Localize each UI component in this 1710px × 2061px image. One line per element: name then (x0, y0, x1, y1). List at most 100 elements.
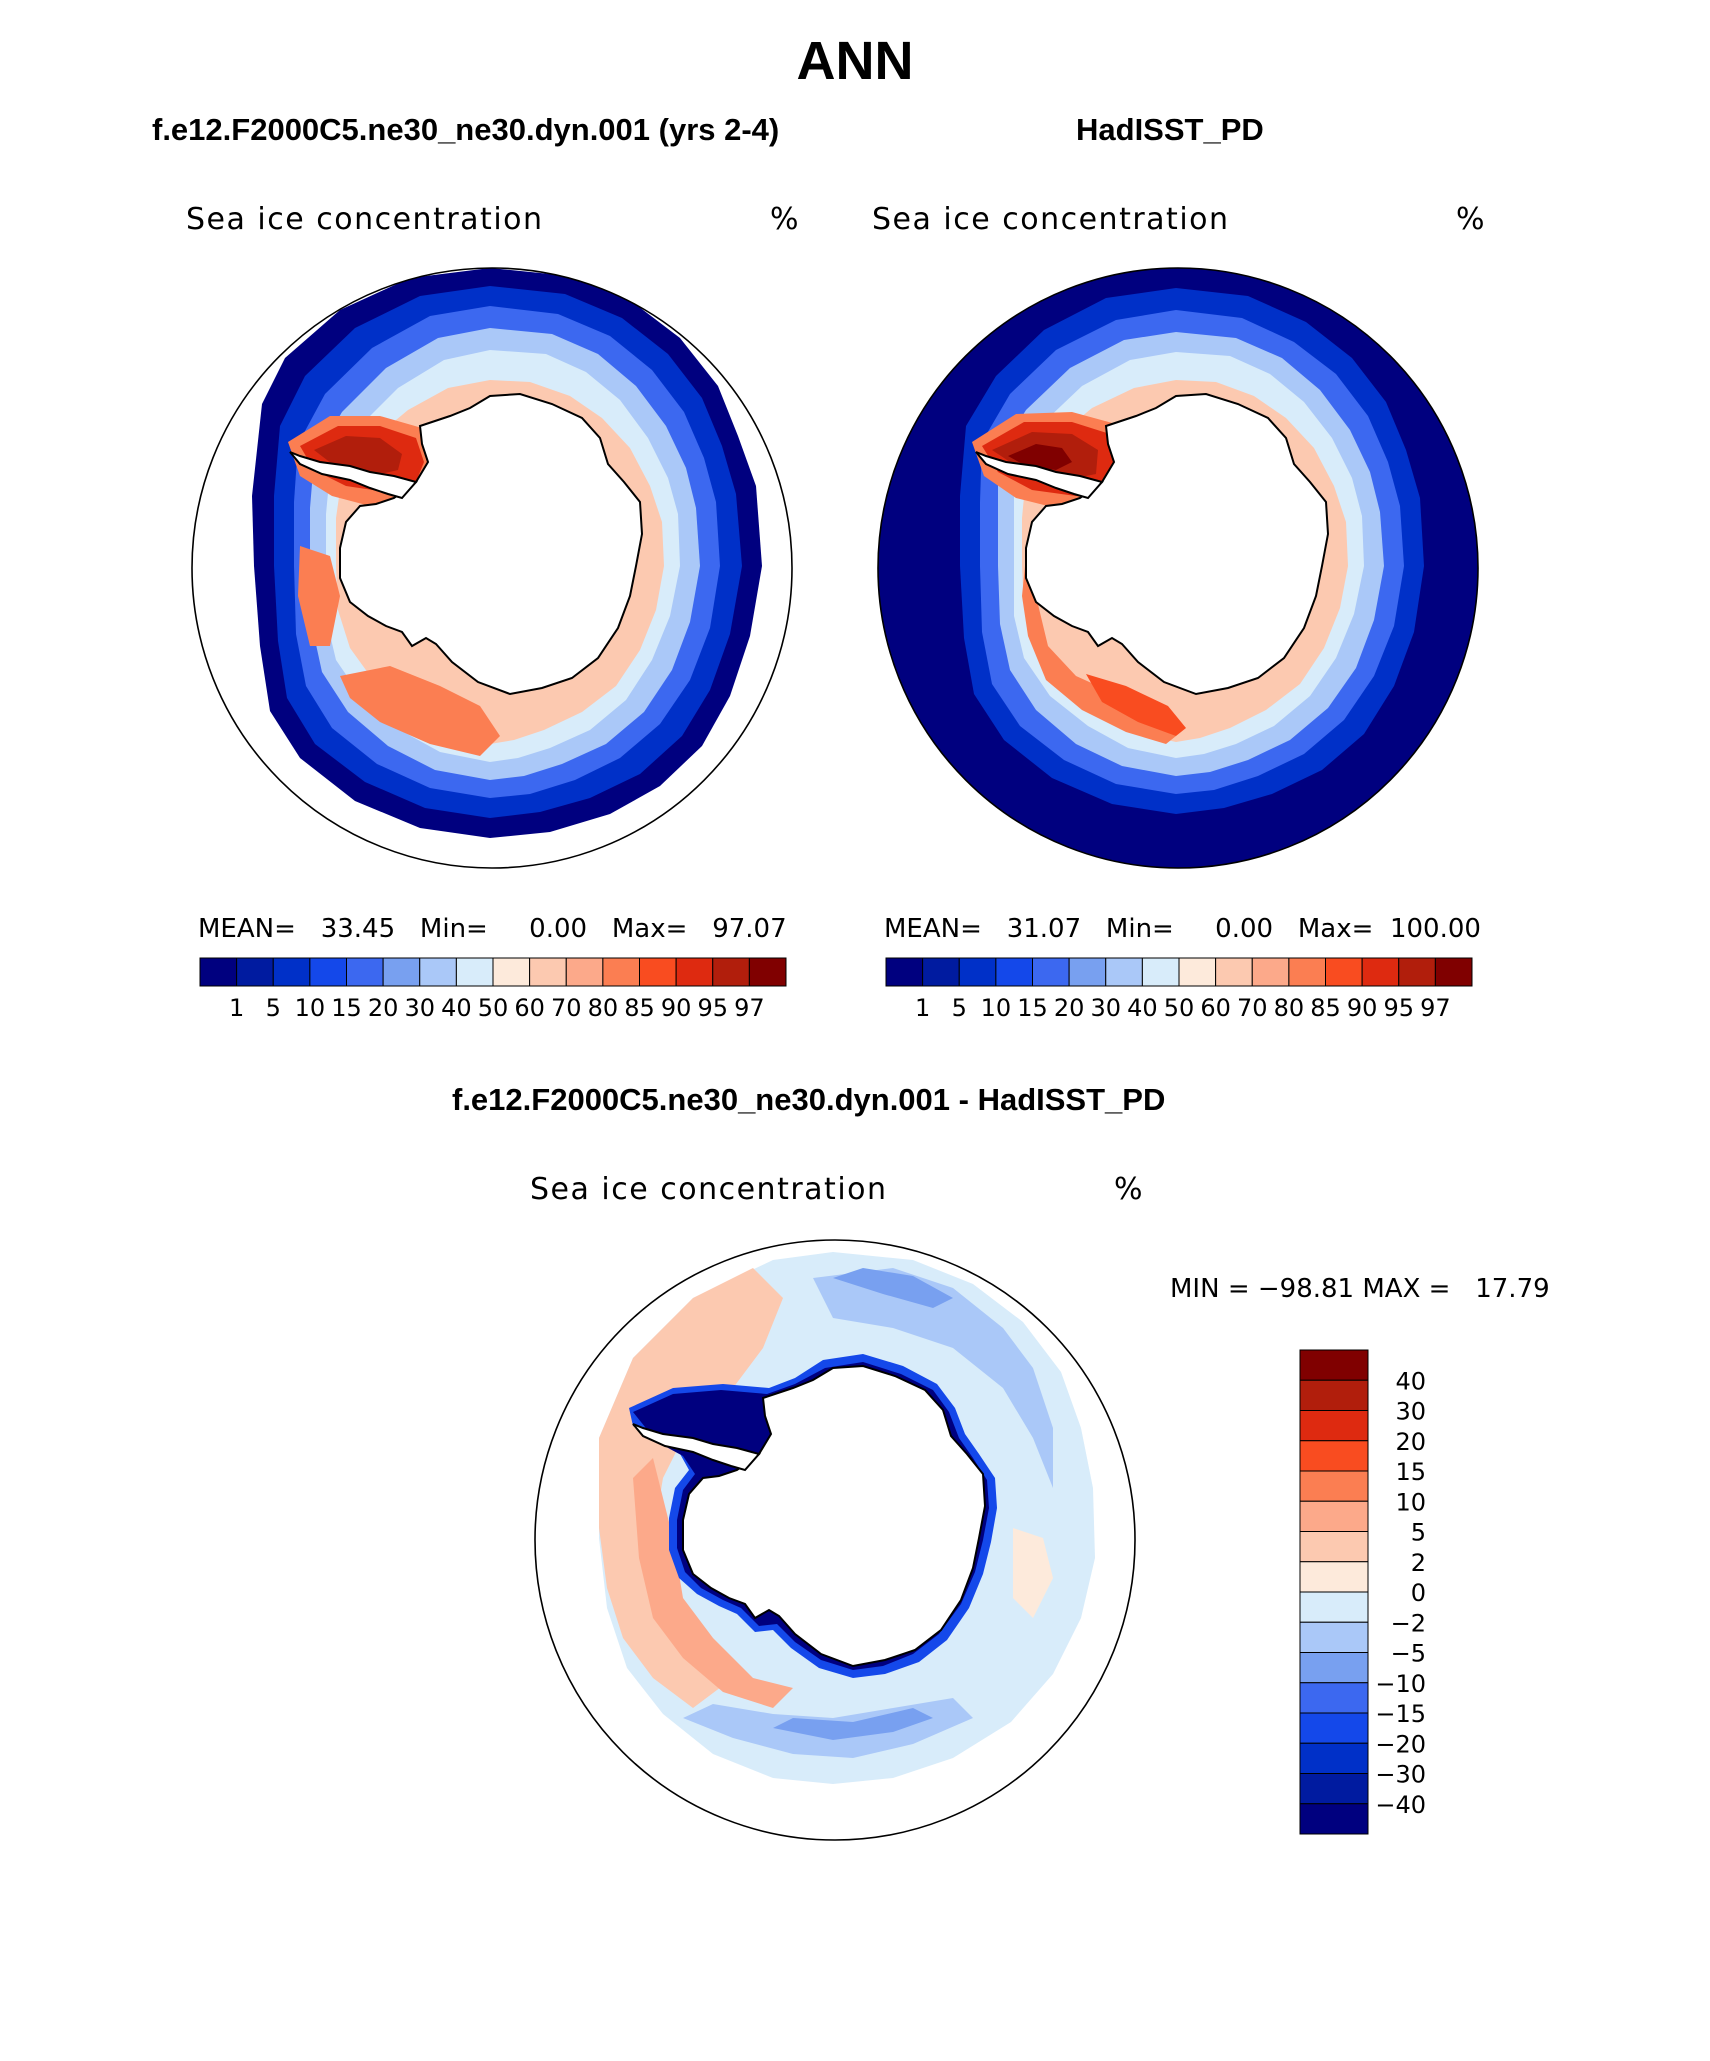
model-colorbar-swatch (272, 957, 311, 987)
model-colorbar-swatch (455, 957, 494, 987)
model-colorbar-swatch (492, 957, 531, 987)
obs-colorbar-label: 15 (1017, 994, 1048, 1022)
obs-stats: MEAN= 31.07 Min= 0.00 Max= 100.00 (884, 914, 1481, 944)
diff-colorbar-label: −10 (1375, 1670, 1426, 1698)
model-colorbar-swatch (712, 957, 750, 987)
model-colorbar-label: 70 (551, 994, 582, 1022)
diff-colorbar-swatch (1299, 1440, 1369, 1472)
model-colorbar-label: 97 (734, 994, 765, 1022)
obs-polar-map (877, 267, 1479, 869)
obs-colorbar-label: 50 (1164, 994, 1195, 1022)
model-colorbar-swatch (419, 957, 457, 987)
obs-colorbar-swatch (995, 957, 1033, 987)
model-colorbar-label: 30 (404, 994, 435, 1022)
obs-colorbar-label: 10 (981, 994, 1012, 1022)
model-stats: MEAN= 33.45 Min= 0.00 Max= 97.07 (198, 914, 787, 944)
diff-colorbar-label: 5 (1411, 1519, 1426, 1547)
diff-colorbar-swatch (1299, 1531, 1369, 1563)
obs-colorbar-label: 5 (952, 994, 967, 1022)
diff-colorbar-swatch (1299, 1621, 1369, 1653)
obs-panel-title: HadISST_PD (1076, 112, 1264, 147)
model-colorbar-swatch (602, 957, 640, 987)
obs-colorbar-swatch (1288, 957, 1326, 987)
diff-colorbar-swatch (1299, 1561, 1369, 1593)
diff-variable-label: Sea ice concentration (530, 1172, 888, 1207)
model-colorbar-label: 1 (229, 994, 244, 1022)
diff-colorbar-label: 0 (1411, 1579, 1426, 1607)
model-colorbar-swatch (565, 957, 604, 987)
model-colorbar-swatch (639, 957, 677, 987)
obs-colorbar-swatch (1068, 957, 1107, 987)
model-colorbar-label: 50 (478, 994, 509, 1022)
obs-colorbar-swatch (1105, 957, 1143, 987)
diff-colorbar-label: 10 (1395, 1488, 1426, 1516)
obs-colorbar-label: 95 (1383, 994, 1414, 1022)
model-colorbar-label: 20 (368, 994, 399, 1022)
obs-colorbar-swatch (1215, 957, 1253, 987)
obs-colorbar-label: 80 (1274, 994, 1305, 1022)
obs-colorbar-swatch (1178, 957, 1217, 987)
model-colorbar-swatch (382, 957, 421, 987)
diff-colorbar-swatch (1299, 1410, 1369, 1442)
diff-colorbar-label: −30 (1375, 1761, 1426, 1789)
model-colorbar-swatch (309, 957, 347, 987)
diff-colorbar-swatch (1299, 1682, 1369, 1714)
diff-colorbar-swatch (1299, 1470, 1369, 1502)
diff-minmax: MIN = −98.81 MAX = 17.79 (1170, 1274, 1550, 1304)
model-colorbar: 1 5 10 15 20 30 40 50 60 70 80 85 90 95 97 (199, 957, 787, 1022)
obs-colorbar-swatch (958, 957, 997, 987)
diff-colorbar-label: 40 (1395, 1367, 1426, 1395)
diff-colorbar-swatch (1299, 1500, 1369, 1532)
diff-colorbar-label: 20 (1395, 1428, 1426, 1456)
figure-title: ANN (796, 31, 914, 91)
obs-colorbar-swatch (1325, 957, 1363, 987)
diff-panel-title: f.e12.F2000C5.ne30_ne30.dyn.001 - HadISS… (452, 1082, 1166, 1117)
diff-polar-map (534, 1239, 1136, 1841)
obs-colorbar-label: 97 (1420, 994, 1451, 1022)
model-units-label: % (770, 202, 801, 237)
diff-colorbar-swatch (1299, 1349, 1369, 1381)
diff-colorbar-label: −40 (1375, 1791, 1426, 1819)
diff-colorbar-swatch (1299, 1379, 1369, 1411)
model-colorbar-label: 15 (331, 994, 362, 1022)
model-colorbar-swatch (675, 957, 714, 987)
obs-colorbar-swatch (922, 957, 960, 987)
obs-colorbar-label: 70 (1237, 994, 1268, 1022)
diff-colorbar-swatch (1299, 1712, 1369, 1744)
obs-colorbar-label: 30 (1090, 994, 1121, 1022)
model-polar-map (191, 267, 793, 869)
diff-colorbar-label: 15 (1395, 1458, 1426, 1486)
obs-colorbar: 1 5 10 15 20 30 40 50 60 70 80 85 90 95 97 (885, 957, 1473, 1022)
diff-colorbar-swatch (1299, 1591, 1369, 1623)
model-colorbar-swatch (346, 957, 384, 987)
obs-colorbar-label: 20 (1054, 994, 1085, 1022)
obs-colorbar-label: 85 (1310, 994, 1341, 1022)
model-variable-label: Sea ice concentration (186, 202, 544, 237)
model-colorbar-swatch (199, 957, 238, 987)
diff-colorbar-label: −5 (1391, 1640, 1426, 1668)
diff-colorbar-label: 30 (1395, 1398, 1426, 1426)
obs-colorbar-swatch (1398, 957, 1436, 987)
model-colorbar-label: 10 (295, 994, 326, 1022)
diff-colorbar-label: −20 (1375, 1730, 1426, 1758)
obs-colorbar-label: 90 (1347, 994, 1378, 1022)
model-colorbar-swatch (529, 957, 567, 987)
diff-colorbar-label: −15 (1375, 1700, 1426, 1728)
model-panel-title: f.e12.F2000C5.ne30_ne30.dyn.001 (yrs 2-4… (152, 112, 780, 147)
obs-colorbar-swatch (1434, 957, 1473, 987)
obs-colorbar-swatch (1141, 957, 1180, 987)
obs-colorbar-swatch (1032, 957, 1070, 987)
diff-colorbar-swatch (1299, 1803, 1369, 1835)
model-colorbar-label: 60 (514, 994, 545, 1022)
obs-variable-label: Sea ice concentration (872, 202, 1230, 237)
model-colorbar-label: 5 (266, 994, 281, 1022)
model-colorbar-label: 90 (661, 994, 692, 1022)
diff-units-label: % (1114, 1172, 1145, 1207)
obs-colorbar-label: 1 (915, 994, 930, 1022)
diff-colorbar-swatch (1299, 1742, 1369, 1774)
model-colorbar-label: 40 (441, 994, 472, 1022)
model-colorbar-label: 95 (697, 994, 728, 1022)
model-colorbar-label: 85 (624, 994, 655, 1022)
obs-colorbar-swatch (1361, 957, 1400, 987)
model-colorbar-swatch (236, 957, 274, 987)
